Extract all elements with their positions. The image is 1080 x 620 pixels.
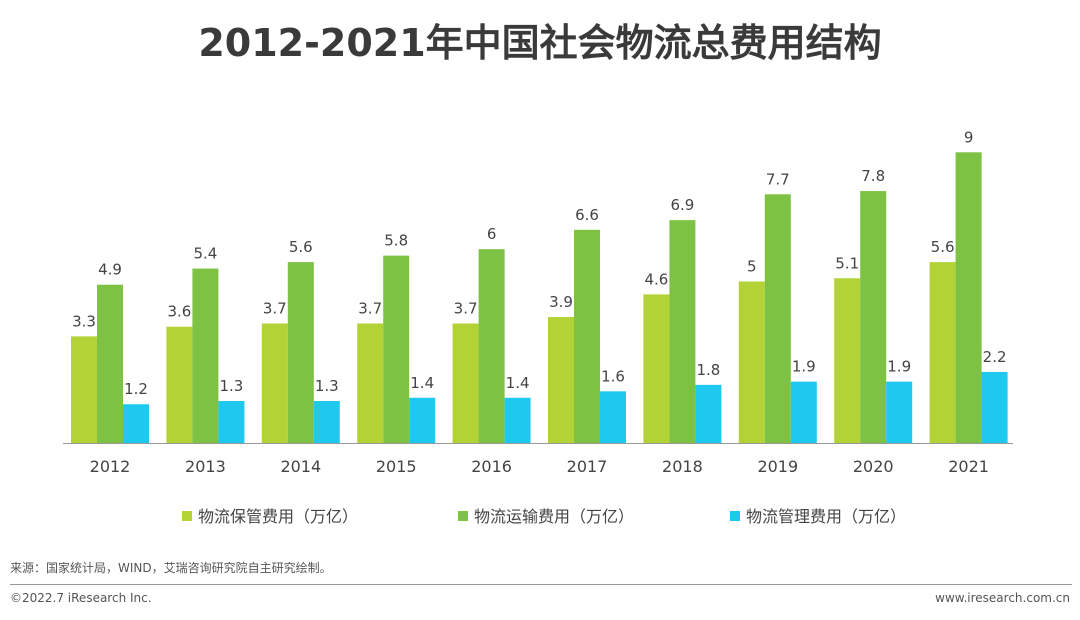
x-tick-label-2017: 2017	[567, 457, 608, 476]
data-label-storage-2018: 4.6	[644, 270, 668, 288]
chart-title: 2012-2021年中国社会物流总费用结构	[198, 21, 882, 65]
data-label-transport-2015: 5.8	[384, 232, 408, 250]
data-label-management-2019: 1.9	[792, 358, 816, 376]
data-label-management-2021: 2.2	[983, 348, 1007, 366]
legend-label-management: 物流管理费用（万亿）	[746, 507, 906, 526]
bar-transport-2012	[97, 284, 123, 443]
data-label-management-2014: 1.3	[315, 377, 339, 395]
data-label-storage-2012: 3.3	[72, 312, 96, 330]
data-label-transport-2012: 4.9	[98, 261, 122, 279]
bar-storage-2017	[548, 317, 574, 443]
bar-storage-2019	[738, 281, 765, 443]
bar-transport-2014	[287, 262, 314, 443]
bar-storage-2016	[452, 323, 479, 443]
website-link[interactable]: www.iresearch.com.cn	[935, 591, 1070, 605]
data-label-transport-2021: 9	[964, 128, 974, 146]
data-label-transport-2016: 6	[487, 225, 497, 243]
legend-label-storage: 物流保管费用（万亿）	[198, 507, 358, 526]
source-note: 来源：国家统计局，WIND，艾瑞咨询研究院自主研究绘制。	[10, 561, 332, 575]
x-tick-label-2018: 2018	[662, 457, 703, 476]
data-label-storage-2014: 3.7	[263, 299, 287, 317]
data-label-storage-2016: 3.7	[454, 299, 478, 317]
bar-management-2012	[123, 404, 149, 443]
legend-label-transport: 物流运输费用（万亿）	[474, 507, 634, 526]
footer-divider	[10, 584, 1072, 585]
data-label-management-2016: 1.4	[506, 374, 530, 392]
x-tick-label-2016: 2016	[471, 457, 512, 476]
data-label-management-2020: 1.9	[887, 358, 911, 376]
copyright: ©2022.7 iResearch Inc.	[10, 591, 152, 605]
data-label-transport-2020: 7.8	[861, 167, 885, 185]
data-label-storage-2019: 5	[747, 258, 757, 276]
bar-transport-2018	[669, 220, 696, 443]
x-tick-label-2015: 2015	[376, 457, 417, 476]
x-tick-label-2014: 2014	[280, 457, 321, 476]
bar-storage-2012	[71, 336, 97, 443]
bar-management-2017	[600, 391, 626, 443]
bar-storage-2015	[357, 323, 384, 443]
bar-management-2013	[218, 401, 245, 443]
bar-storage-2020	[834, 278, 861, 443]
data-label-storage-2013: 3.6	[167, 303, 191, 321]
bar-management-2019	[790, 381, 817, 443]
x-tick-label-2020: 2020	[853, 457, 894, 476]
bar-transport-2019	[764, 194, 791, 443]
bar-management-2014	[313, 401, 340, 443]
data-label-transport-2017: 6.6	[575, 206, 599, 224]
bar-transport-2021	[955, 152, 982, 444]
bar-storage-2021	[929, 262, 956, 443]
data-label-management-2018: 1.8	[696, 361, 720, 379]
data-label-storage-2021: 5.6	[931, 238, 955, 256]
data-label-storage-2020: 5.1	[835, 254, 859, 272]
data-label-transport-2019: 7.7	[766, 170, 790, 188]
bar-management-2020	[886, 381, 913, 443]
legend-swatch-management	[730, 511, 740, 521]
legend-swatch-storage	[182, 511, 192, 521]
legend-swatch-transport	[458, 511, 468, 521]
bar-management-2016	[504, 397, 531, 443]
data-label-storage-2017: 3.9	[549, 293, 573, 311]
bar-transport-2016	[478, 249, 505, 443]
bar-management-2021	[981, 371, 1008, 443]
x-tick-label-2012: 2012	[90, 457, 131, 476]
data-label-management-2012: 1.2	[124, 380, 148, 398]
bar-management-2018	[695, 384, 722, 443]
data-label-management-2013: 1.3	[219, 377, 243, 395]
x-tick-label-2013: 2013	[185, 457, 226, 476]
data-label-transport-2018: 6.9	[670, 196, 694, 214]
bar-transport-2013	[192, 268, 219, 443]
bar-chart: 3.3 4.9 1.2 2012 3.6 5.4 1.3 2013 3.7 5.6 1.3 2014 3…	[63, 128, 1013, 526]
bar-transport-2015	[383, 255, 410, 443]
x-tick-label-2019: 2019	[757, 457, 798, 476]
data-label-transport-2014: 5.6	[289, 238, 313, 256]
data-label-management-2017: 1.6	[601, 367, 625, 385]
x-tick-label-2021: 2021	[948, 457, 989, 476]
data-label-transport-2013: 5.4	[193, 245, 217, 263]
bar-transport-2020	[860, 191, 887, 443]
bar-storage-2014	[261, 323, 288, 443]
bar-management-2015	[409, 397, 436, 443]
bar-transport-2017	[574, 229, 600, 443]
bar-storage-2018	[643, 294, 670, 443]
bar-storage-2013	[166, 326, 193, 443]
data-label-management-2015: 1.4	[410, 374, 434, 392]
data-label-storage-2015: 3.7	[358, 299, 382, 317]
